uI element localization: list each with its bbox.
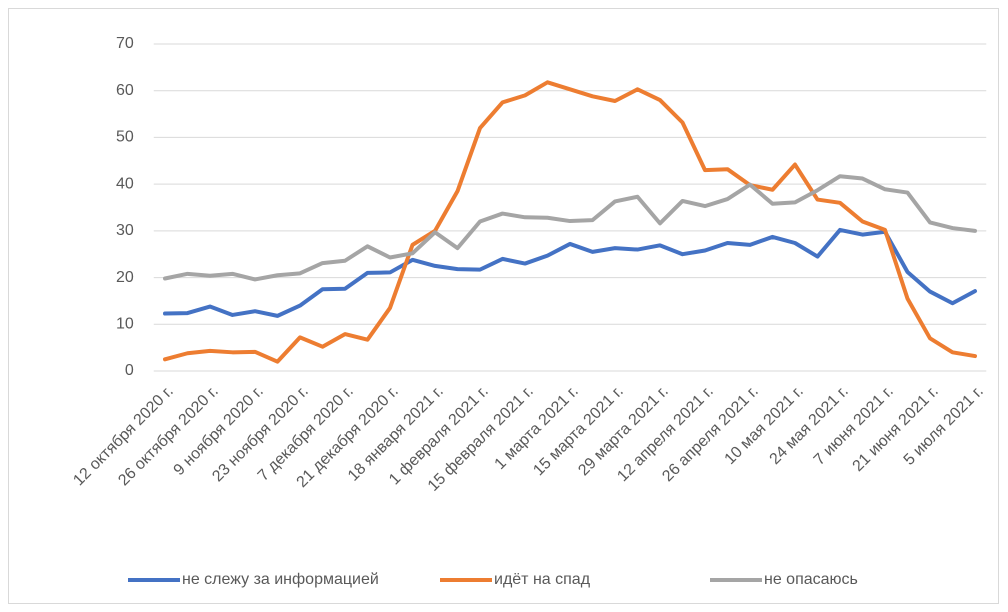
y-tick-label: 70	[116, 35, 134, 52]
series-line	[163, 227, 977, 318]
chart-border	[8, 8, 999, 604]
legend-label: не опасаюсь	[764, 571, 858, 588]
y-tick-label: 0	[125, 362, 134, 379]
series-line	[163, 80, 977, 364]
series-line	[163, 174, 977, 282]
y-tick-label: 50	[116, 129, 134, 146]
y-tick-label: 30	[116, 222, 134, 239]
y-tick-label: 40	[116, 175, 134, 192]
legend-label: идёт на спад	[494, 571, 591, 588]
legend-label: не слежу за информацией	[182, 571, 379, 588]
y-tick-label: 20	[116, 269, 134, 286]
y-tick-label: 10	[116, 316, 134, 333]
y-tick-label: 60	[116, 82, 134, 99]
